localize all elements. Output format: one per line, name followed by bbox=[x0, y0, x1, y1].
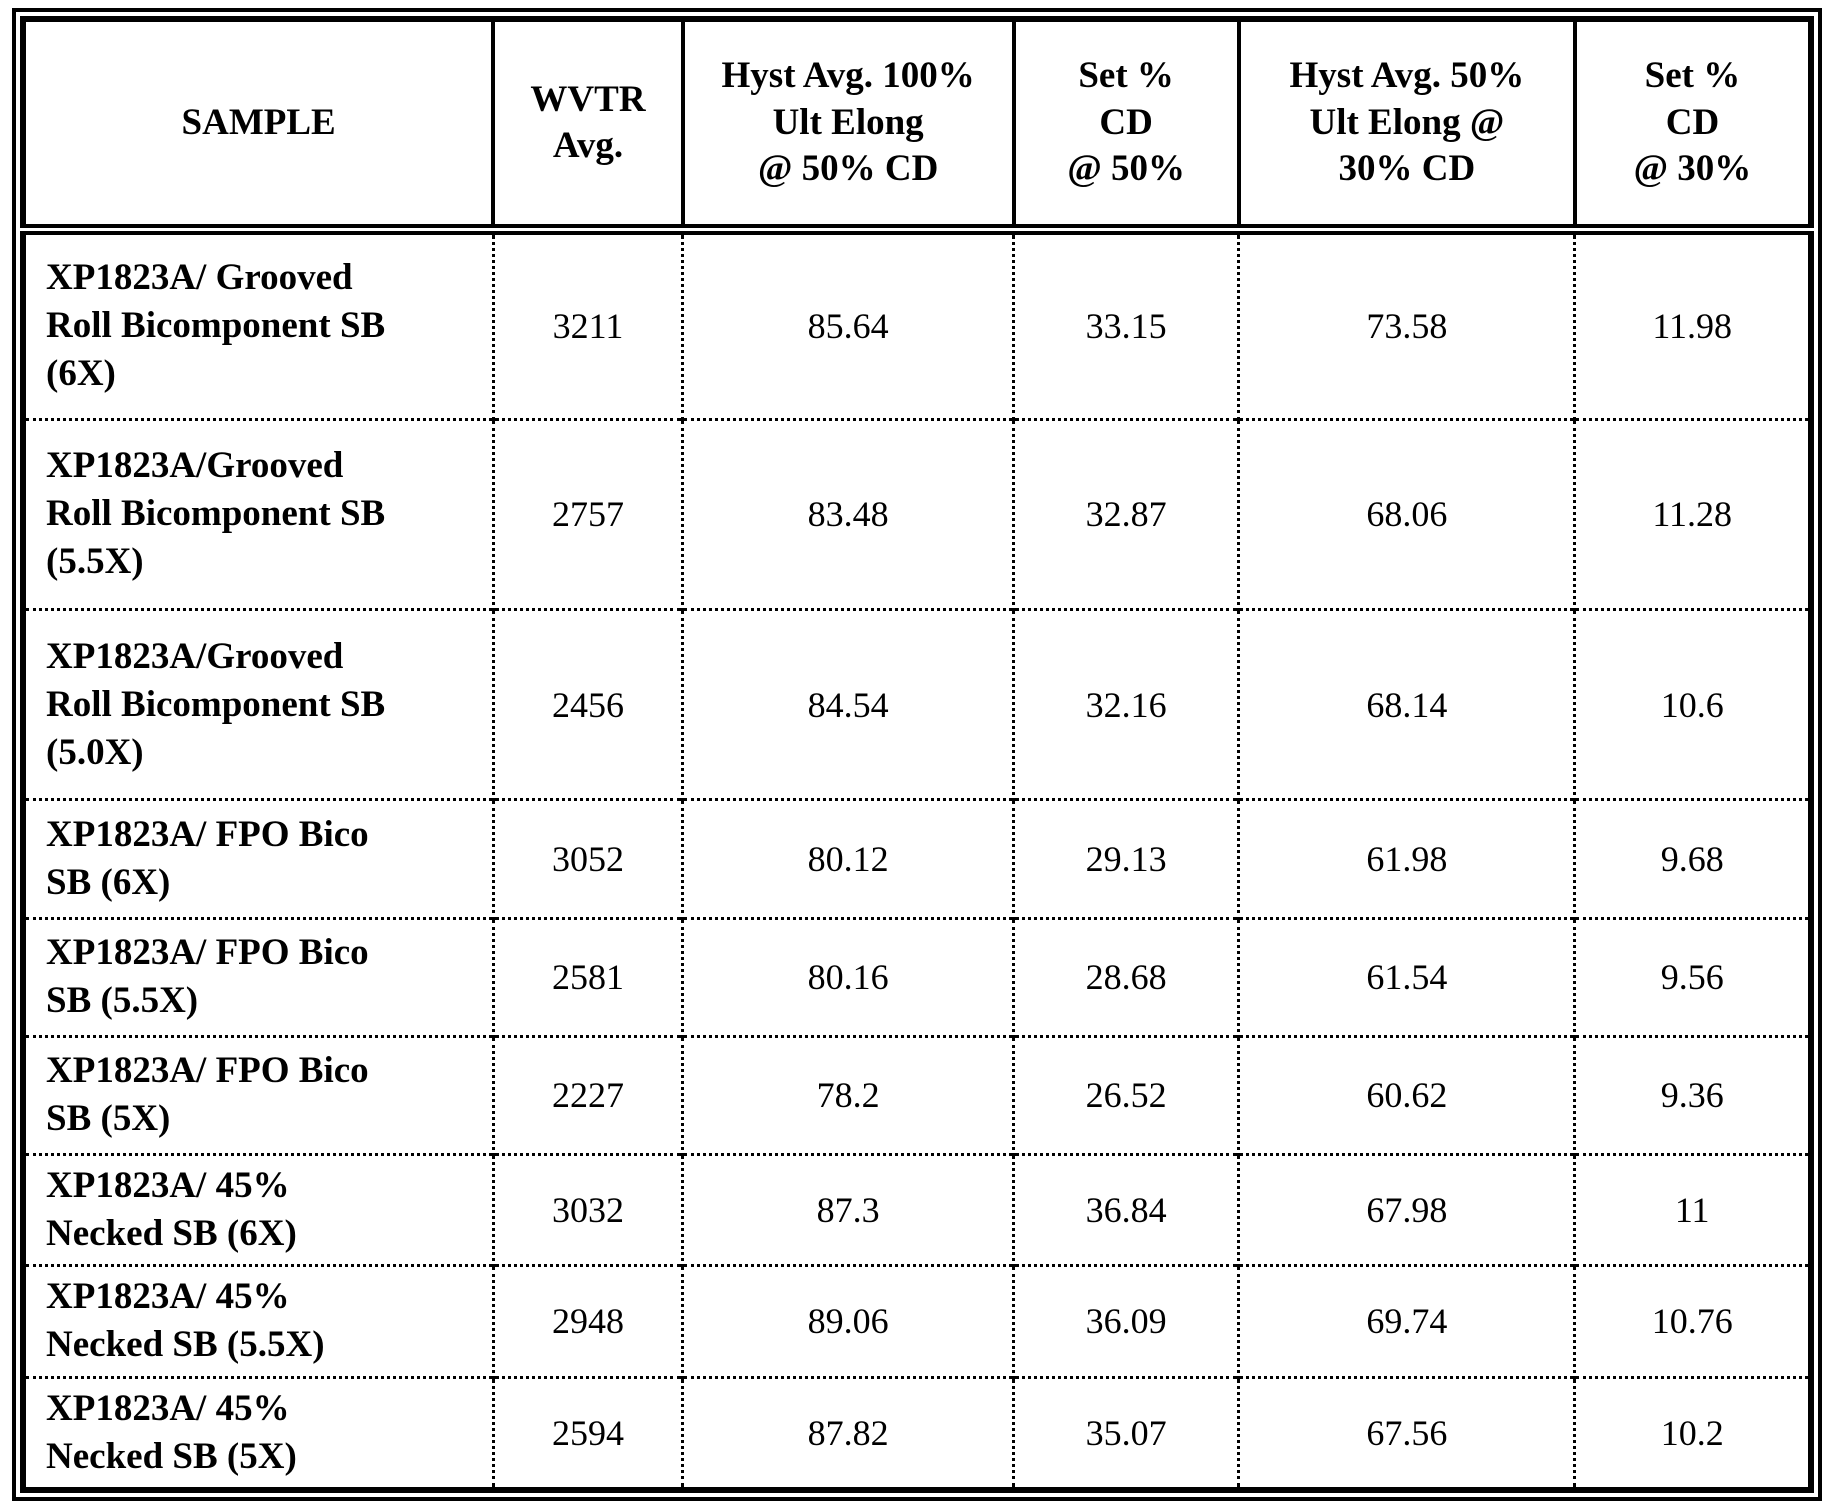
set-pct-50-cell: 29.13 bbox=[1012, 798, 1239, 919]
wvtr-avg-cell: 2456 bbox=[491, 608, 683, 800]
wvtr-avg-cell: 3032 bbox=[491, 1152, 683, 1266]
wvtr-avg-cell: 2581 bbox=[491, 916, 683, 1037]
set-pct-50-cell: 28.68 bbox=[1012, 916, 1239, 1037]
table-row: XP1823A/ FPO Bico SB (6X) 3052 80.12 29.… bbox=[23, 798, 1811, 919]
sample-cell: XP1823A/Grooved Roll Bicomponent SB (5.0… bbox=[23, 608, 494, 800]
hyst-avg-100-cell: 89.06 bbox=[681, 1264, 1014, 1378]
set-pct-30-cell: 11.98 bbox=[1573, 229, 1811, 420]
set-pct-50-cell: 32.16 bbox=[1012, 608, 1239, 800]
hyst-avg-100-cell: 78.2 bbox=[681, 1034, 1014, 1155]
hyst-avg-100-cell: 83.48 bbox=[681, 417, 1014, 610]
hyst-avg-100-cell: 80.16 bbox=[681, 916, 1014, 1037]
col-header-sample: SAMPLE bbox=[23, 19, 494, 235]
wvtr-elongation-data-table: SAMPLE WVTR Avg. Hyst Avg. 100% Ult Elon… bbox=[20, 16, 1814, 1493]
hyst-avg-100-cell: 80.12 bbox=[681, 798, 1014, 919]
set-pct-50-cell: 26.52 bbox=[1012, 1034, 1239, 1155]
set-pct-50-cell: 36.09 bbox=[1012, 1264, 1239, 1378]
wvtr-avg-cell: 2757 bbox=[491, 417, 683, 610]
hyst-avg-50-cell: 61.98 bbox=[1237, 798, 1575, 919]
table-row: XP1823A/Grooved Roll Bicomponent SB (5.5… bbox=[23, 417, 1811, 610]
hyst-avg-50-cell: 60.62 bbox=[1237, 1034, 1575, 1155]
hyst-avg-50-cell: 68.14 bbox=[1237, 608, 1575, 800]
set-pct-50-cell: 32.87 bbox=[1012, 417, 1239, 610]
table-row: XP1823A/ Grooved Roll Bicomponent SB (6X… bbox=[23, 229, 1811, 420]
hyst-avg-50-cell: 68.06 bbox=[1237, 417, 1575, 610]
set-pct-30-cell: 10.2 bbox=[1573, 1375, 1811, 1490]
col-header-wvtr-avg: WVTR Avg. bbox=[491, 19, 683, 235]
sample-cell: XP1823A/ 45% Necked SB (6X) bbox=[23, 1152, 494, 1266]
sample-cell: XP1823A/Grooved Roll Bicomponent SB (5.5… bbox=[23, 417, 494, 610]
table-outer-frame: SAMPLE WVTR Avg. Hyst Avg. 100% Ult Elon… bbox=[12, 8, 1822, 1501]
hyst-avg-50-cell: 73.58 bbox=[1237, 229, 1575, 420]
header-row: SAMPLE WVTR Avg. Hyst Avg. 100% Ult Elon… bbox=[23, 19, 1811, 235]
sample-cell: XP1823A/ Grooved Roll Bicomponent SB (6X… bbox=[46, 257, 386, 395]
sample-cell: XP1823A/ FPO Bico SB (5.5X) bbox=[23, 916, 494, 1037]
table-row: XP1823A/ FPO Bico SB (5.5X) 2581 80.16 2… bbox=[23, 916, 1811, 1037]
table-row: XP1823A/ 45% Necked SB (6X) 3032 87.3 36… bbox=[23, 1152, 1811, 1266]
wvtr-avg-cell: 2948 bbox=[491, 1264, 683, 1378]
col-header-hyst-avg-50: Hyst Avg. 50% Ult Elong @ 30% CD bbox=[1236, 19, 1575, 235]
hyst-avg-50-cell: 69.74 bbox=[1237, 1264, 1575, 1378]
set-pct-30-cell: 9.36 bbox=[1573, 1034, 1811, 1155]
sample-cell: XP1823A/ FPO Bico SB (5X) bbox=[23, 1034, 494, 1155]
table-row: XP1823A/ FPO Bico SB (5X) 2227 78.2 26.5… bbox=[23, 1034, 1811, 1155]
set-pct-30-cell: 10.6 bbox=[1573, 608, 1811, 800]
hyst-avg-50-cell: 61.54 bbox=[1237, 916, 1575, 1037]
hyst-avg-50-cell: 67.98 bbox=[1237, 1152, 1575, 1266]
hyst-avg-100-cell: 87.82 bbox=[681, 1375, 1014, 1490]
set-pct-50-cell: 33.15 bbox=[1012, 229, 1239, 420]
table-row: XP1823A/ 45% Necked SB (5X) 2594 87.82 3… bbox=[23, 1375, 1811, 1490]
wvtr-avg-cell: 2594 bbox=[491, 1375, 683, 1490]
set-pct-30-cell: 9.68 bbox=[1573, 798, 1811, 919]
sample-cell: XP1823A/ 45% Necked SB (5X) bbox=[23, 1375, 494, 1490]
set-pct-30-cell: 11.28 bbox=[1573, 417, 1811, 610]
set-pct-30-cell: 9.56 bbox=[1573, 916, 1811, 1037]
hyst-avg-50-cell: 67.56 bbox=[1237, 1375, 1575, 1490]
set-pct-30-cell: 11 bbox=[1573, 1152, 1811, 1266]
table-row: XP1823A/Grooved Roll Bicomponent SB (5.0… bbox=[23, 608, 1811, 800]
sample-cell: XP1823A/ 45% Necked SB (5.5X) bbox=[23, 1264, 494, 1378]
sample-cell: XP1823A/ FPO Bico SB (6X) bbox=[23, 798, 494, 919]
set-pct-50-cell: 36.84 bbox=[1012, 1152, 1239, 1266]
wvtr-avg-cell: 3211 bbox=[491, 229, 683, 420]
wvtr-avg-cell: 2227 bbox=[491, 1034, 683, 1155]
hyst-avg-100-cell: 84.54 bbox=[681, 608, 1014, 800]
col-header-set-pct-50: Set % CD @ 50% bbox=[1011, 19, 1239, 235]
col-header-hyst-avg-100: Hyst Avg. 100% Ult Elong @ 50% CD bbox=[680, 19, 1014, 235]
hyst-avg-100-cell: 85.64 bbox=[681, 229, 1014, 420]
set-pct-30-cell: 10.76 bbox=[1573, 1264, 1811, 1378]
table-row: XP1823A/ 45% Necked SB (5.5X) 2948 89.06… bbox=[23, 1264, 1811, 1378]
hyst-avg-100-cell: 87.3 bbox=[681, 1152, 1014, 1266]
col-header-set-pct-30: Set % CD @ 30% bbox=[1572, 19, 1811, 235]
wvtr-avg-cell: 3052 bbox=[491, 798, 683, 919]
set-pct-50-cell: 35.07 bbox=[1012, 1375, 1239, 1490]
